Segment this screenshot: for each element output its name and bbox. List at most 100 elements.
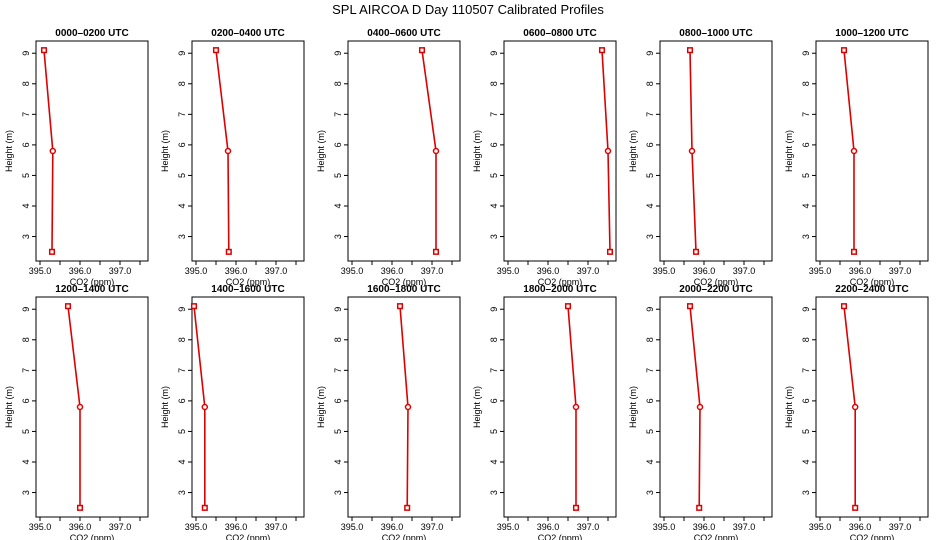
data-point [850, 147, 858, 155]
profile-panel: 0400–0600 UTC 395.0 396.0 397.0 3 4 5 6 7 8 9 CO2 (… [316, 28, 461, 287]
y-axis-label: Height (m) [316, 130, 326, 172]
plot-frame [659, 296, 773, 518]
y-tick-label: 4 [801, 459, 811, 464]
figure-title: SPL AIRCOA D Day 110507 Calibrated Profi… [332, 2, 604, 17]
y-tick-label: 9 [21, 51, 31, 56]
panel-title: 1600–1800 UTC [367, 284, 440, 295]
y-tick-label: 9 [801, 307, 811, 312]
y-axis-label: Height (m) [160, 386, 170, 428]
y-tick-label: 3 [645, 490, 655, 495]
y-tick-label: 5 [489, 173, 499, 178]
y-tick-label: 3 [489, 490, 499, 495]
y-tick-label: 8 [333, 81, 343, 86]
data-point [572, 504, 580, 511]
y-tick-label: 7 [21, 368, 31, 373]
y-tick-label: 7 [333, 368, 343, 373]
y-tick-label: 6 [177, 142, 187, 147]
x-tick-label: 396.0 [69, 522, 92, 532]
y-tick-label: 6 [801, 142, 811, 147]
data-point [40, 47, 48, 54]
data-point [606, 248, 614, 255]
y-tick-label: 4 [333, 203, 343, 208]
data-point [201, 403, 209, 411]
data-point [418, 47, 426, 54]
data-point [396, 303, 404, 310]
data-point [64, 303, 72, 310]
y-axis-label: Height (m) [628, 386, 638, 428]
y-tick-label: 7 [645, 368, 655, 373]
y-tick-label: 9 [489, 51, 499, 56]
data-point [688, 147, 696, 155]
x-tick-label: 397.0 [577, 522, 600, 532]
y-tick-label: 7 [645, 112, 655, 117]
plot-frame [35, 40, 149, 262]
y-tick-label: 8 [21, 337, 31, 342]
data-point [404, 504, 411, 511]
panel-title: 0800–1000 UTC [679, 28, 752, 39]
y-tick-label: 7 [21, 112, 31, 117]
panel-title: 1000–1200 UTC [835, 28, 908, 39]
y-axis-label: Height (m) [160, 130, 170, 172]
panel-title: 2000–2200 UTC [679, 284, 752, 295]
y-axis-label: Height (m) [316, 386, 326, 428]
x-tick-label: 396.0 [849, 266, 872, 276]
profile-panel: 0200–0400 UTC 395.0 396.0 397.0 3 4 5 6 7 8 9 CO2 (… [160, 28, 305, 287]
x-tick-label: 395.0 [497, 266, 520, 276]
data-point [696, 403, 704, 411]
y-tick-label: 8 [645, 337, 655, 342]
x-tick-label: 395.0 [185, 522, 208, 532]
y-tick-label: 7 [489, 368, 499, 373]
x-tick-label: 395.0 [809, 266, 832, 276]
plot-frame [815, 296, 929, 518]
x-tick-label: 395.0 [497, 522, 520, 532]
y-tick-label: 4 [177, 459, 187, 464]
data-point [432, 248, 440, 255]
data-point [201, 504, 208, 511]
y-tick-label: 3 [801, 234, 811, 239]
y-tick-label: 7 [801, 368, 811, 373]
y-tick-label: 3 [177, 490, 187, 495]
panel-grid: 0000–0200 UTC 395.0 396.0 397.0 3 4 5 6 7 8 9 CO2 (… [4, 28, 929, 540]
x-tick-label: 395.0 [29, 522, 52, 532]
x-axis-label: CO2 (ppm) [226, 533, 271, 540]
data-point [49, 147, 57, 155]
plot-frame [815, 40, 929, 262]
x-tick-label: 396.0 [849, 522, 872, 532]
y-tick-label: 4 [801, 203, 811, 208]
y-axis-label: Height (m) [472, 130, 482, 172]
y-tick-label: 9 [801, 51, 811, 56]
data-point [604, 147, 612, 155]
x-tick-label: 397.0 [265, 522, 288, 532]
x-tick-label: 395.0 [29, 266, 52, 276]
x-tick-label: 395.0 [185, 266, 208, 276]
y-tick-label: 9 [177, 51, 187, 56]
data-point [840, 303, 848, 310]
profile-panel: 0600–0800 UTC 395.0 396.0 397.0 3 4 5 6 7 8 9 CO2 (… [472, 28, 617, 287]
panel-title: 1800–2000 UTC [523, 284, 596, 295]
profile-panel: 0000–0200 UTC 395.0 396.0 397.0 3 4 5 6 7 8 9 CO2 (… [4, 28, 149, 287]
x-tick-label: 395.0 [653, 266, 676, 276]
y-tick-label: 3 [801, 490, 811, 495]
y-tick-label: 5 [645, 173, 655, 178]
x-tick-label: 397.0 [889, 522, 912, 532]
y-tick-label: 6 [177, 398, 187, 403]
x-axis-label: CO2 (ppm) [70, 533, 115, 540]
plot-frame [191, 40, 305, 262]
y-axis-label: Height (m) [4, 130, 14, 172]
x-axis-label: CO2 (ppm) [382, 277, 427, 287]
x-tick-label: 396.0 [69, 266, 92, 276]
panel-title: 1400–1600 UTC [211, 284, 284, 295]
data-point [852, 504, 859, 511]
y-tick-label: 9 [177, 307, 187, 312]
panel-title: 2200–2400 UTC [835, 284, 908, 295]
data-point [404, 403, 412, 411]
y-tick-label: 4 [489, 203, 499, 208]
y-tick-label: 9 [645, 51, 655, 56]
y-tick-label: 3 [177, 234, 187, 239]
profile-panel: 1200–1400 UTC 395.0 396.0 397.0 3 4 5 6 7 8 9 CO2 (… [4, 284, 149, 540]
plot-frame [191, 296, 305, 518]
y-tick-label: 9 [333, 51, 343, 56]
x-tick-label: 397.0 [421, 266, 444, 276]
x-tick-label: 396.0 [537, 266, 560, 276]
